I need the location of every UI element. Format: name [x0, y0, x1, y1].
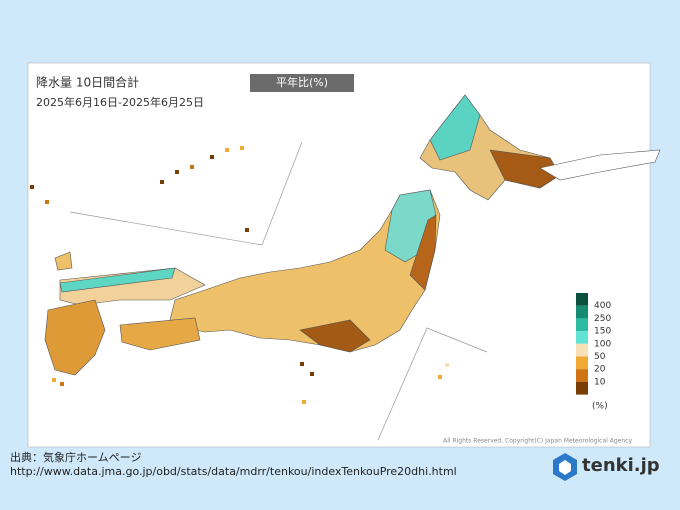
logo: tenki.jp — [553, 453, 660, 481]
legend-label: 10 — [594, 377, 606, 387]
legend-swatch — [576, 305, 588, 319]
badge-bg — [250, 74, 354, 92]
map-panel — [27, 62, 651, 448]
island-dot — [302, 400, 306, 404]
legend-unit: (%) — [592, 402, 608, 412]
legend-label: 100 — [594, 339, 611, 349]
honshu — [169, 189, 441, 353]
logo-text: tenki.jp — [582, 455, 660, 476]
copyright: All Rights Reserved, Copyright(C) Japan … — [443, 438, 632, 445]
island-dot — [52, 378, 56, 382]
island-dot — [210, 155, 214, 159]
island-dot — [310, 372, 314, 376]
island-dot — [45, 200, 49, 204]
source-url: http://www.data.jma.go.jp/obd/stats/data… — [10, 465, 457, 478]
legend-label: 50 — [594, 352, 606, 362]
legend-swatch — [576, 356, 588, 370]
legend-label: 150 — [594, 327, 611, 337]
island-dot — [160, 180, 164, 184]
legend-label: 400 — [594, 301, 611, 311]
title: 降水量 10日間合計 — [36, 75, 139, 90]
logo-icon-inner — [559, 460, 571, 475]
legend-swatch — [576, 369, 588, 382]
shikoku — [119, 317, 201, 351]
hokkaido-east — [489, 149, 561, 189]
island-dot — [438, 375, 442, 379]
island-dot — [60, 382, 64, 386]
legend-swatch — [576, 381, 588, 395]
outlying-islands — [30, 146, 449, 404]
island-dot — [30, 185, 34, 189]
legend-label: 250 — [594, 314, 611, 324]
kanto-coast — [299, 319, 371, 353]
inset-line — [69, 141, 303, 246]
island-dot — [175, 170, 179, 174]
inset-line — [377, 327, 488, 441]
island-dot — [445, 363, 449, 367]
hokkaido-west — [429, 94, 481, 161]
legend: 400 250 150 100 50 20 10 (%) — [576, 293, 611, 412]
map — [44, 94, 661, 376]
chugoku-north — [59, 267, 176, 293]
legend-label: 20 — [594, 365, 606, 375]
tohoku-east — [409, 214, 437, 291]
badge: 平年比(%) — [276, 75, 328, 89]
island-dot — [190, 165, 194, 169]
island-dot — [225, 148, 229, 152]
period: 2025年6月16日-2025年6月25日 — [36, 95, 204, 109]
kuril — [539, 149, 661, 181]
legend-swatch — [576, 318, 588, 332]
island-dot — [300, 362, 304, 366]
kyushu — [44, 299, 106, 376]
source-label: 出典：気象庁ホームページ — [10, 450, 141, 464]
legend-swatch — [576, 293, 588, 306]
legend-swatch — [576, 343, 588, 357]
island-dot — [240, 146, 244, 150]
legend-swatch — [576, 331, 588, 344]
sado-tsushima — [54, 251, 73, 271]
island-dot — [245, 228, 249, 232]
